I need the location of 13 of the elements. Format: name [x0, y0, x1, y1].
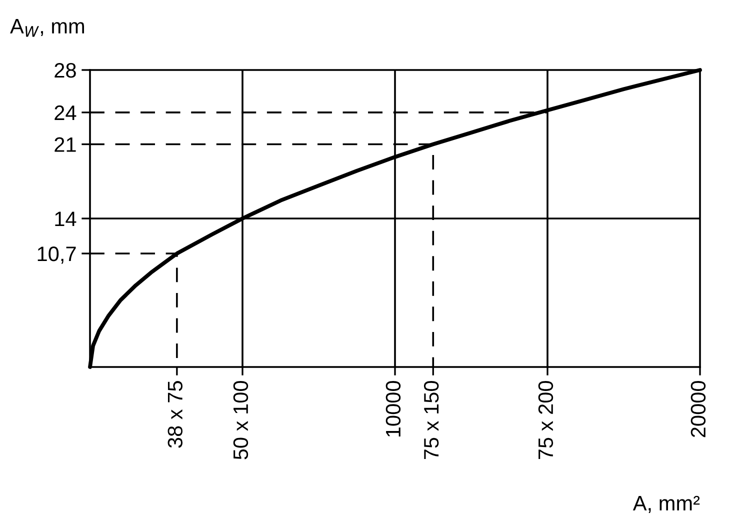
y-tick-label: 28 — [54, 63, 76, 78]
y-tick-label: 14 — [55, 212, 76, 226]
x-tick-label: 75 x 200 — [538, 381, 554, 460]
x-tick-label: 20000 — [690, 381, 706, 438]
y-tick-label: 21 — [54, 137, 76, 152]
y-tick-label: 24 — [54, 105, 76, 120]
y-axis-title: A$_{W}$, mm — [10, 19, 84, 37]
x-tick-label: 50 x 100 — [233, 381, 248, 460]
x-tick-label: 38 x 75 — [168, 381, 183, 448]
x-tick-label: 75 x 150 — [424, 381, 439, 460]
y-tick-label: 10,7 — [38, 246, 76, 264]
x-tick-label: 10000 — [386, 381, 401, 437]
x-axis-title: A, mm² — [632, 496, 700, 514]
